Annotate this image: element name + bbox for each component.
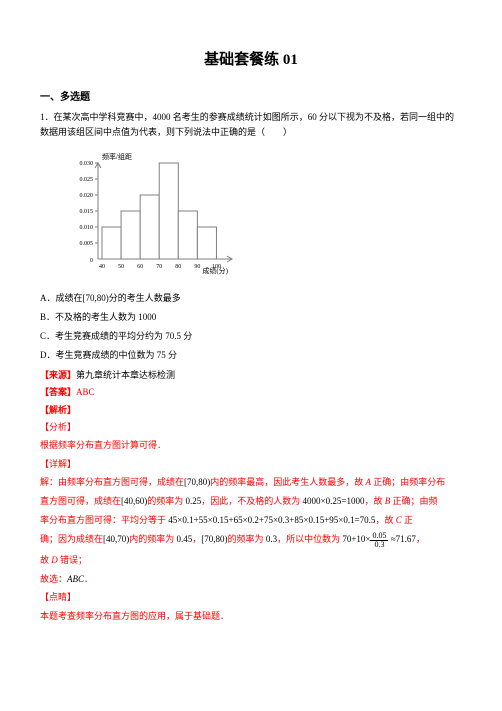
parse-label: 【解析】 [40, 403, 462, 417]
histogram-svg: 频率/组距 0.005 0.010 0.015 0.020 0.025 0.030 0 40 50… [60, 147, 240, 277]
point-label: 【点睛】 [40, 590, 462, 604]
detail-line-3: 率分布直方图可得：平均分等于 45×0.1+55×0.15+65×0.2+75×… [40, 512, 462, 528]
page-title: 基础套餐练 01 [40, 48, 462, 72]
svg-text:0.030: 0.030 [80, 161, 94, 167]
option-d: D．考生竞赛成绩的中位数为 75 分 [40, 348, 462, 363]
histogram-chart: 频率/组距 0.005 0.010 0.015 0.020 0.025 0.030 0 40 50… [60, 147, 462, 283]
fraction: 0.050.3 [370, 532, 388, 549]
svg-text:0.010: 0.010 [80, 225, 94, 231]
svg-text:90: 90 [194, 264, 200, 270]
svg-text:0.005: 0.005 [80, 241, 94, 247]
svg-text:60: 60 [137, 264, 143, 270]
svg-text:50: 50 [118, 264, 124, 270]
point-text: 本题考查频率分布直方图的应用，属于基础题． [40, 608, 462, 624]
section-heading: 一、多选题 [40, 90, 462, 106]
svg-text:0: 0 [90, 258, 93, 264]
detail-line-4: 确；因为成绩在[40,70)内的频率为 0.45，[70,80)的频率为 0.3… [40, 531, 462, 548]
detail-line-5: 故 D 错误； [40, 552, 462, 568]
problem-statement: 1．在某次高中学科竞赛中，4000 名考生的参赛成绩统计如图所示，60 分以下视… [40, 110, 462, 141]
svg-text:频率/组距: 频率/组距 [102, 152, 132, 161]
detail-line-2: 直方图可得，成绩在[40,60)的频率为 0.25，因此，不及格的人数为 400… [40, 493, 462, 509]
problem-body: 在某次高中学科竞赛中，4000 名考生的参赛成绩统计如图所示，60 分以下视为不… [40, 112, 454, 137]
answer-label: 【答案】 [40, 387, 76, 397]
answer-text: ABC [76, 387, 95, 397]
source-label: 【来源】 [40, 370, 76, 380]
option-a: A．成绩在[70,80)分的考生人数最多 [40, 291, 462, 306]
source-line: 【来源】第九章统计本章达标检测 [40, 368, 462, 382]
svg-text:70: 70 [156, 264, 162, 270]
analyze-label: 【分析】 [40, 420, 462, 434]
problem-number: 1． [40, 112, 54, 122]
svg-text:40: 40 [99, 264, 105, 270]
source-text: 第九章统计本章达标检测 [76, 370, 175, 380]
svg-text:成绩(分): 成绩(分) [202, 266, 228, 275]
svg-text:0.025: 0.025 [80, 177, 94, 183]
svg-text:0.015: 0.015 [80, 209, 94, 215]
option-b: B．不及格的考生人数为 1000 [40, 310, 462, 325]
svg-text:80: 80 [175, 264, 181, 270]
option-c: C．考生竞赛成绩的平均分约为 70.5 分 [40, 329, 462, 344]
answer-line: 【答案】ABC [40, 385, 462, 399]
detail-line-1: 解：由频率分布直方图可得，成绩在[70,80)内的频率最高，因此考生人数最多，故… [40, 474, 462, 490]
detail-line-6: 故选：ABC． [40, 571, 462, 587]
analyze-text: 根据频率分布直方图计算可得． [40, 437, 462, 453]
detail-label: 【详解】 [40, 457, 462, 471]
svg-text:0.020: 0.020 [80, 193, 94, 199]
